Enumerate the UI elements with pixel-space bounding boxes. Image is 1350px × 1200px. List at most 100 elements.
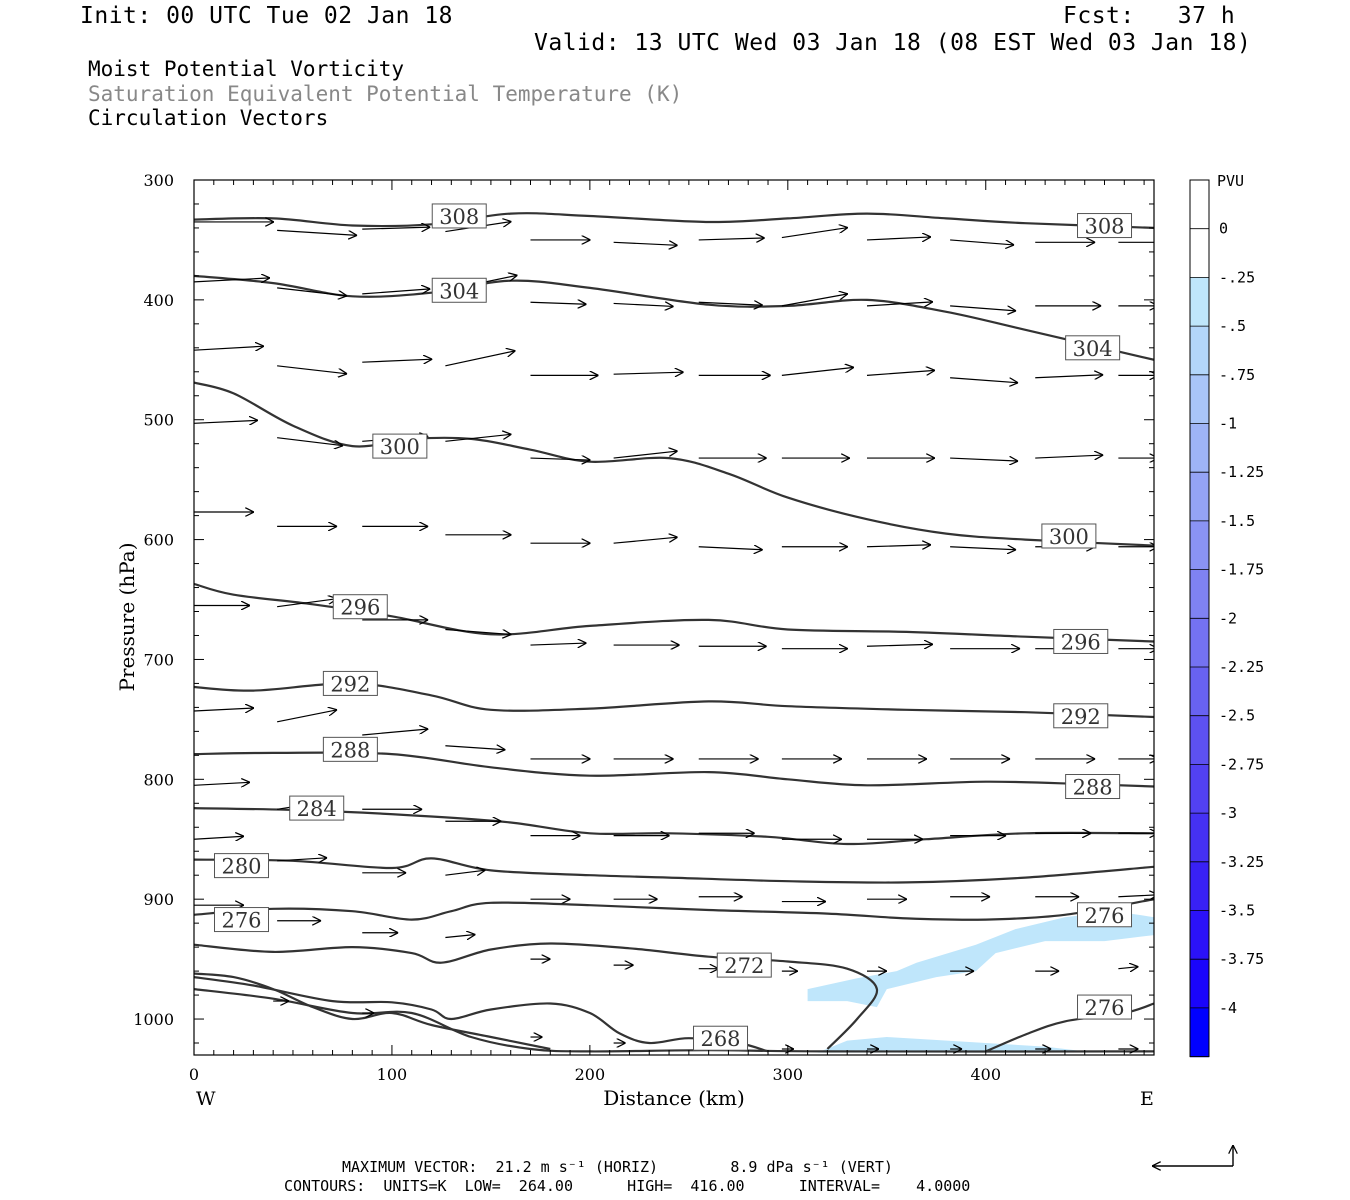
contour-label: 276 bbox=[1084, 996, 1124, 1020]
colorbar-swatch bbox=[1190, 667, 1209, 717]
colorbar-label: -3 bbox=[1219, 804, 1237, 822]
contour-label: 276 bbox=[221, 909, 261, 933]
y-tick-label: 300 bbox=[143, 171, 174, 190]
circulation-vector bbox=[277, 229, 357, 235]
circulation-vector bbox=[362, 359, 432, 362]
init-time: Init: 00 UTC Tue 02 Jan 18 bbox=[80, 3, 454, 29]
theta-contour-unlabeled bbox=[194, 988, 1154, 1053]
contour-label: 304 bbox=[439, 279, 479, 303]
colorbar-label: 0 bbox=[1219, 220, 1228, 238]
contour-label: 268 bbox=[700, 1027, 740, 1051]
theta-contour-304 bbox=[194, 274, 1154, 361]
circulation-vector bbox=[866, 644, 933, 646]
contour-label-box bbox=[716, 952, 772, 978]
contour-label: 296 bbox=[340, 596, 380, 620]
circulation-vector bbox=[950, 458, 1018, 461]
circulation-vector bbox=[194, 346, 264, 350]
circulation-vector bbox=[1118, 895, 1154, 897]
contour-label: 300 bbox=[1049, 525, 1089, 549]
circulation-vector bbox=[362, 227, 430, 229]
colorbar-label: -2.25 bbox=[1219, 658, 1264, 676]
y-tick-label: 1000 bbox=[133, 1010, 174, 1029]
circulation-vector bbox=[194, 708, 254, 711]
colorbar-swatch bbox=[1190, 520, 1209, 571]
theta-contour-unlabeled bbox=[194, 972, 551, 1051]
colorbar-label: -3.5 bbox=[1219, 902, 1255, 920]
circulation-vector bbox=[866, 237, 931, 240]
circulation-vector bbox=[445, 628, 511, 634]
forecast-hour: Fcst: 37 h bbox=[1063, 3, 1236, 29]
colorbar-swatch bbox=[1190, 861, 1209, 912]
contour-label-box bbox=[1065, 335, 1121, 361]
contour-label: 284 bbox=[297, 797, 337, 821]
colorbar-swatch bbox=[1190, 715, 1209, 765]
plot-frame bbox=[193, 179, 1155, 1056]
colorbar-unit: PVU bbox=[1217, 172, 1244, 190]
colorbar-swatch bbox=[1190, 569, 1209, 619]
x-axis-west-label: W bbox=[196, 1088, 216, 1110]
circulation-vector bbox=[194, 782, 250, 785]
colorbar-label: -.5 bbox=[1219, 317, 1246, 335]
pv-shaded-region bbox=[807, 911, 1154, 1008]
colorbar-swatch bbox=[1190, 228, 1209, 278]
contour-label: 308 bbox=[439, 205, 479, 229]
circulation-vector bbox=[445, 746, 505, 750]
contour-label-box bbox=[1053, 703, 1109, 729]
colorbar-swatch bbox=[1190, 910, 1209, 960]
theta-contour-296 bbox=[194, 582, 1154, 643]
circulation-vector bbox=[866, 302, 933, 306]
contour-label-box bbox=[1041, 523, 1097, 549]
contour-label-layer: 308 308 304 304 300 300 296 296 292 292 288 288 284 2… bbox=[214, 203, 1133, 1051]
max-vector-info: MAXIMUM VECTOR: 21.2 m s⁻¹ (HORIZ) 8.9 d… bbox=[342, 1158, 893, 1176]
contour-label: 292 bbox=[330, 672, 370, 696]
pv-shaded-region bbox=[817, 1037, 1085, 1053]
circulation-vector bbox=[194, 420, 258, 423]
contour-label-box bbox=[289, 795, 345, 821]
circulation-vector bbox=[362, 729, 428, 736]
theta-contour-308 bbox=[194, 212, 1154, 229]
theta-contour-272 bbox=[194, 942, 879, 1050]
colorbar-label: -.25 bbox=[1219, 268, 1255, 286]
colorbar-label: -3.25 bbox=[1219, 853, 1264, 871]
y-tick-label: 500 bbox=[143, 411, 174, 430]
colorbar-swatch bbox=[1190, 764, 1209, 814]
contour-label-box bbox=[214, 853, 270, 879]
theta-contour-300 bbox=[194, 381, 1154, 547]
field-title-mpv: Moist Potential Vorticity bbox=[88, 57, 405, 81]
contour-label-box bbox=[322, 736, 378, 762]
circulation-vector bbox=[950, 239, 1014, 245]
circulation-vector bbox=[698, 547, 763, 550]
colorbar-label: -2.75 bbox=[1219, 755, 1264, 773]
circulation-vector bbox=[866, 545, 931, 547]
circulation-vector bbox=[781, 228, 848, 239]
y-tick-label: 800 bbox=[143, 770, 174, 789]
colorbar-label: -1 bbox=[1219, 415, 1237, 433]
circulation-vector bbox=[530, 302, 586, 304]
contour-label: 300 bbox=[380, 435, 420, 459]
x-tick-label: 0 bbox=[189, 1065, 199, 1084]
contour-label-box bbox=[431, 203, 487, 229]
contour-label-box bbox=[1065, 774, 1121, 800]
circulation-vector bbox=[950, 377, 1018, 383]
contour-label: 292 bbox=[1061, 705, 1101, 729]
pv-colorbar: 0 -.25 -.5 -.75 -1 -1.25 -1.5 -1.75 -2 -2.25 -2.5 -… bbox=[1189, 179, 1264, 1058]
colorbar-swatch bbox=[1190, 959, 1209, 1009]
colorbar-label: -1.5 bbox=[1219, 512, 1255, 530]
y-tick-label: 400 bbox=[143, 291, 174, 310]
circulation-vector bbox=[1118, 967, 1138, 969]
circulation-vector bbox=[277, 287, 347, 296]
contour-label-box bbox=[431, 277, 487, 303]
field-title-thetaes: Saturation Equivalent Potential Temperat… bbox=[88, 82, 683, 106]
x-tick-label: 400 bbox=[970, 1065, 1001, 1084]
colorbar-swatch bbox=[1190, 374, 1209, 425]
y-axis-label: Pressure (hPa) bbox=[115, 543, 139, 692]
contour-label: 280 bbox=[221, 855, 261, 879]
contour-info: CONTOURS: UNITS=K LOW= 264.00 HIGH= 416.… bbox=[284, 1177, 971, 1195]
colorbar-swatch bbox=[1190, 423, 1209, 473]
circulation-vector bbox=[445, 351, 515, 367]
contour-label-box bbox=[332, 594, 388, 620]
theta-contour-unlabeled bbox=[985, 1002, 1154, 1053]
circulation-vector bbox=[445, 870, 485, 876]
circulation-vector bbox=[277, 710, 337, 723]
